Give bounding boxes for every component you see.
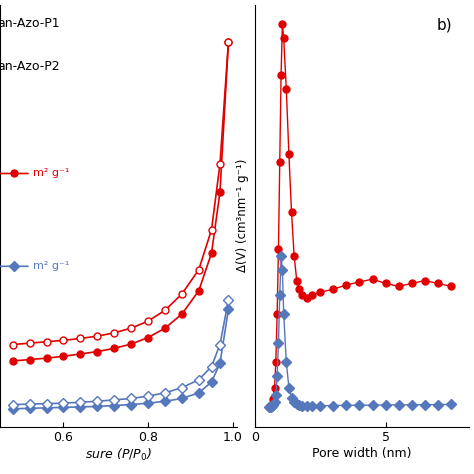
Text: m² g⁻¹: m² g⁻¹ — [33, 168, 70, 179]
Text: an-Azo-P2: an-Azo-P2 — [0, 60, 60, 73]
Y-axis label: Δ(V) (cm³nm⁻¹ g⁻¹): Δ(V) (cm³nm⁻¹ g⁻¹) — [237, 159, 249, 273]
Text: an-Azo-P1: an-Azo-P1 — [0, 18, 60, 30]
Text: b): b) — [437, 18, 452, 32]
X-axis label: Pore width (nm): Pore width (nm) — [312, 447, 412, 460]
Text: m² g⁻¹: m² g⁻¹ — [33, 261, 70, 271]
X-axis label: sure ($P/P_0$): sure ($P/P_0$) — [85, 447, 152, 464]
